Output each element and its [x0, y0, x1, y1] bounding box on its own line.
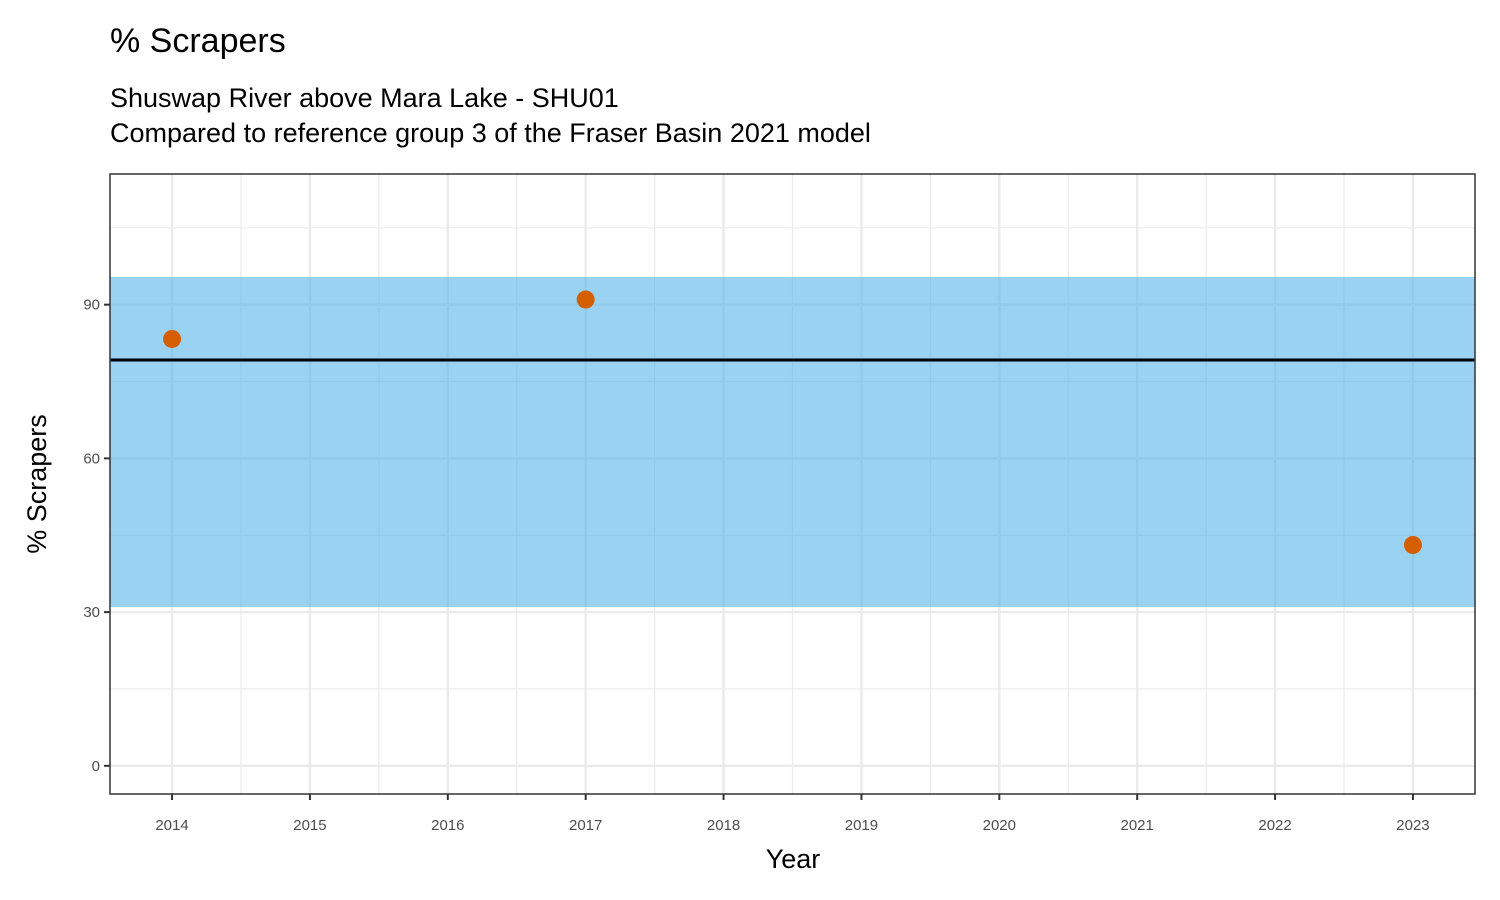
y-tick-label: 60 [83, 450, 100, 467]
y-tick-label: 0 [92, 758, 100, 775]
chart-title: % Scrapers [110, 22, 286, 60]
data-point [1403, 535, 1422, 554]
x-tick-label: 2022 [1258, 817, 1291, 834]
data-point [576, 290, 595, 309]
reference-band [110, 276, 1475, 607]
x-tick-label: 2023 [1396, 817, 1429, 834]
x-axis-label: Year [766, 844, 821, 874]
x-tick-label: 2015 [293, 817, 326, 834]
y-axis-label: % Scrapers [22, 414, 52, 554]
x-tick-label: 2020 [983, 817, 1016, 834]
x-tick-label: 2021 [1121, 817, 1154, 834]
y-tick-label: 90 [83, 297, 100, 314]
x-tick-label: 2016 [431, 817, 464, 834]
x-tick-label: 2014 [155, 817, 188, 834]
y-tick-label: 30 [83, 604, 100, 621]
x-tick-label: 2017 [569, 817, 602, 834]
x-tick-label: 2018 [707, 817, 740, 834]
x-tick-label: 2019 [845, 817, 878, 834]
chart-subtitle: Compared to reference group 3 of the Fra… [110, 118, 871, 148]
plot-border [109, 173, 1476, 795]
chart-subtitle: Shuswap River above Mara Lake - SHU01 [110, 83, 619, 113]
data-point [163, 329, 182, 348]
